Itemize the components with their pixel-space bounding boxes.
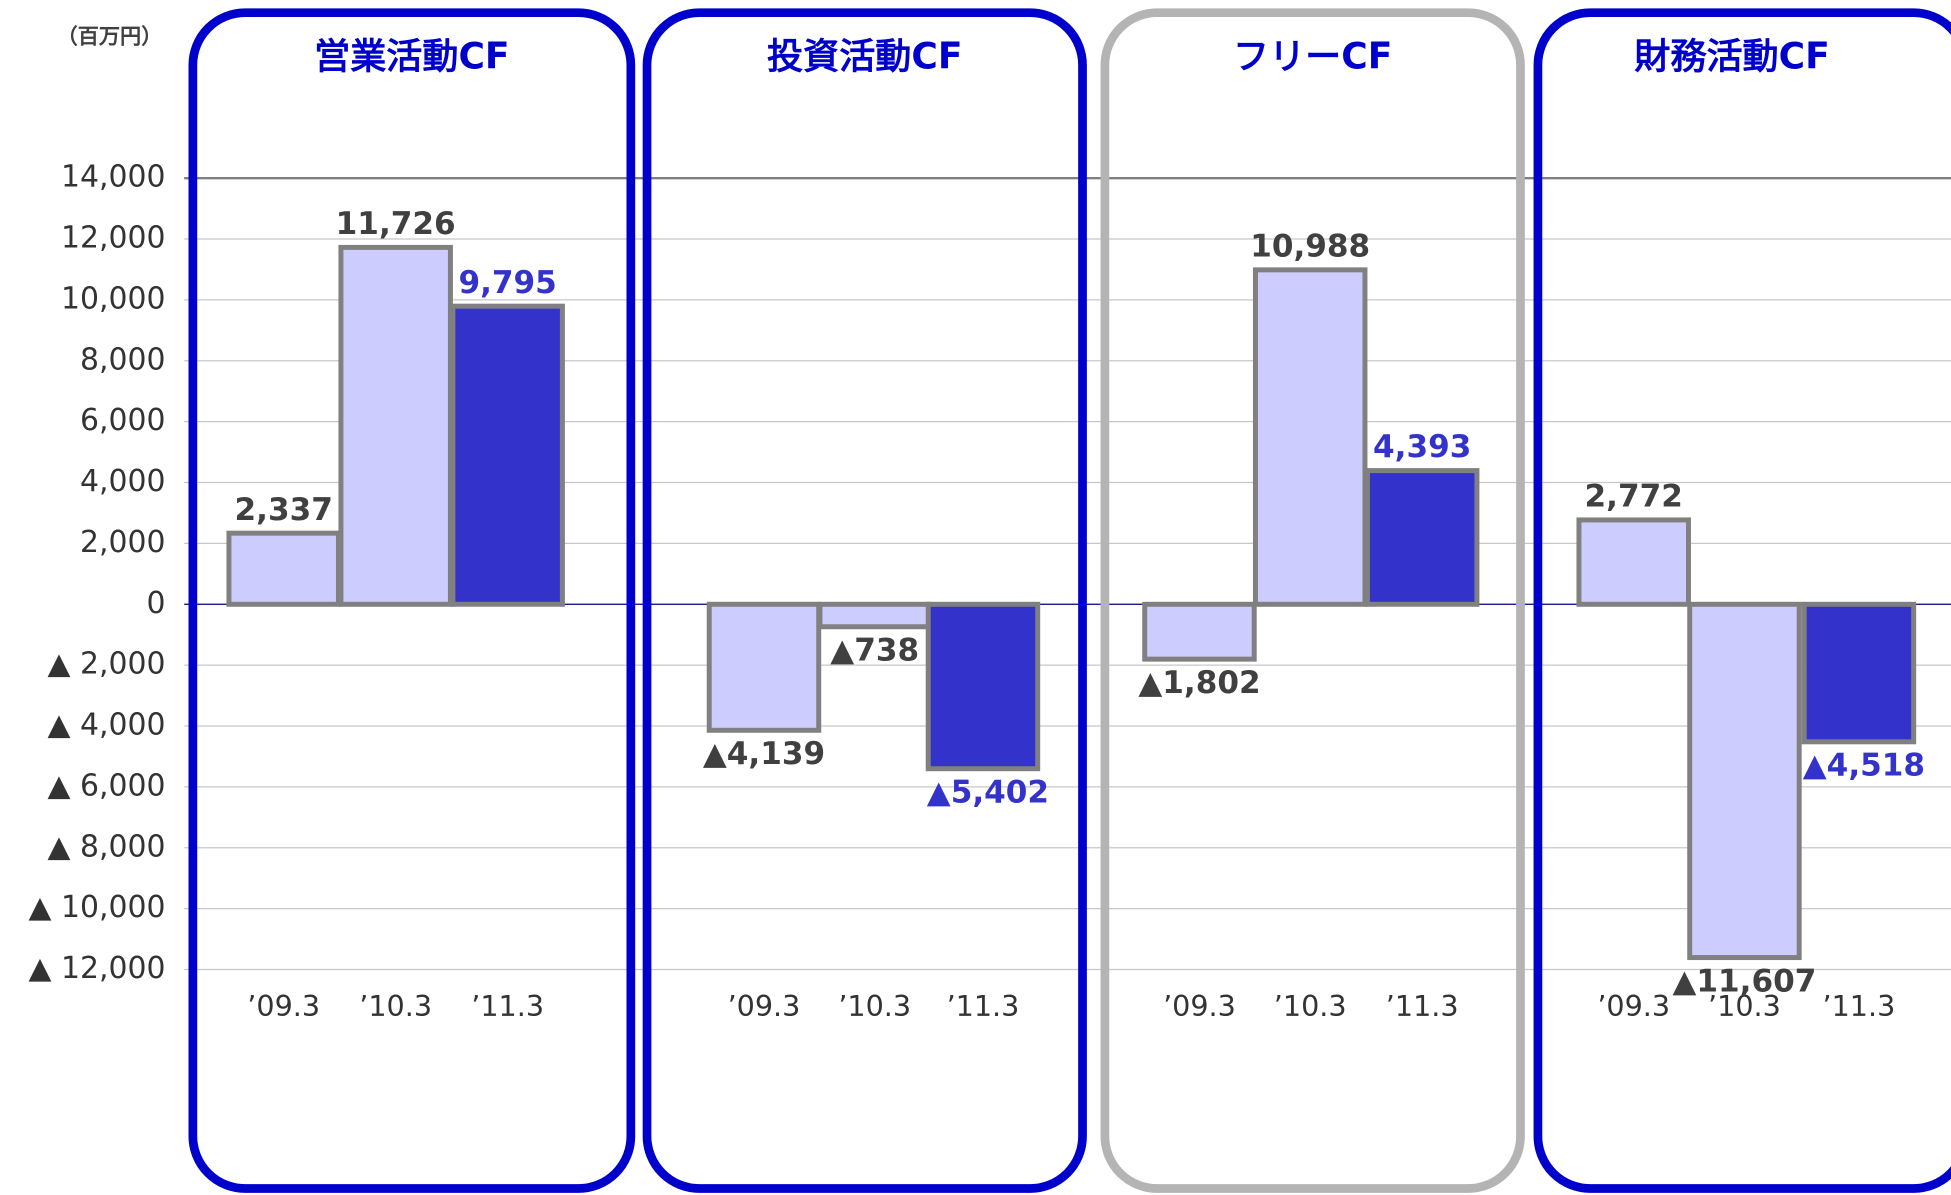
panel-title: フリーCF (1233, 36, 1392, 78)
y-tick-label: 6,000 (80, 403, 165, 438)
x-tick-label: ’09.3 (1163, 989, 1236, 1023)
x-tick-label: ’09.3 (1597, 989, 1670, 1023)
x-tick-label: ’11.3 (1823, 989, 1896, 1023)
panel-frame (188, 8, 636, 1193)
bar (226, 530, 341, 607)
x-tick-label: ’10.3 (1708, 989, 1781, 1023)
panel-title: 投資活動CF (767, 36, 962, 78)
bar (1687, 601, 1802, 961)
x-tick-label: ’11.3 (471, 989, 544, 1023)
y-tick-label: ▲ 2,000 (48, 647, 166, 682)
bar (1252, 267, 1368, 607)
x-tick-label: ’10.3 (359, 989, 432, 1023)
panel-frame (642, 8, 1087, 1193)
value-label: ▲11,607 (1672, 963, 1816, 999)
value-label: ▲4,518 (1803, 748, 1925, 784)
y-tick-label: ▲ 10,000 (29, 890, 166, 925)
y-tick-label: 8,000 (80, 342, 165, 377)
bar (706, 601, 822, 733)
value-label: ▲4,139 (703, 736, 825, 772)
y-tick-label: 0 (146, 586, 165, 621)
bar (1576, 517, 1691, 607)
y-tick-label: 2,000 (80, 525, 165, 560)
bar (817, 601, 932, 630)
value-label: ▲5,402 (927, 775, 1049, 811)
bar (925, 601, 1041, 772)
panel-frame (1100, 8, 1525, 1193)
x-tick-label: ’10.3 (1274, 989, 1347, 1023)
y-tick-label: 12,000 (61, 221, 165, 256)
panel-title: 財務活動CF (1634, 36, 1829, 78)
x-tick-label: ’10.3 (838, 989, 911, 1023)
value-label: 11,726 (336, 206, 456, 242)
value-label: 10,988 (1250, 228, 1370, 264)
bar (450, 303, 565, 607)
panel-frame (1533, 8, 1951, 1193)
x-tick-label: ’09.3 (728, 989, 801, 1023)
bar (338, 244, 453, 607)
x-tick-label: ’11.3 (947, 989, 1020, 1023)
bar (1142, 601, 1257, 662)
y-tick-label: ▲ 6,000 (48, 768, 166, 803)
value-label: 2,337 (235, 492, 333, 528)
y-axis-unit: （百万円） (57, 24, 163, 49)
y-tick-label: ▲ 4,000 (48, 708, 166, 743)
y-tick-label: 10,000 (61, 281, 165, 316)
y-tick-label: 14,000 (61, 160, 165, 195)
value-label: 4,393 (1373, 429, 1471, 465)
value-label: ▲1,802 (1138, 665, 1260, 701)
x-tick-label: ’11.3 (1386, 989, 1459, 1023)
value-label: 2,772 (1585, 479, 1683, 515)
bar (1364, 468, 1480, 607)
value-label: ▲738 (830, 633, 919, 669)
x-tick-label: ’09.3 (247, 989, 320, 1023)
bar (1801, 601, 1917, 745)
value-label: 9,795 (458, 265, 556, 301)
y-tick-label: 4,000 (80, 464, 165, 499)
y-tick-label: ▲ 12,000 (29, 951, 166, 986)
y-tick-label: ▲ 8,000 (48, 829, 166, 864)
panel-title: 営業活動CF (314, 36, 509, 78)
